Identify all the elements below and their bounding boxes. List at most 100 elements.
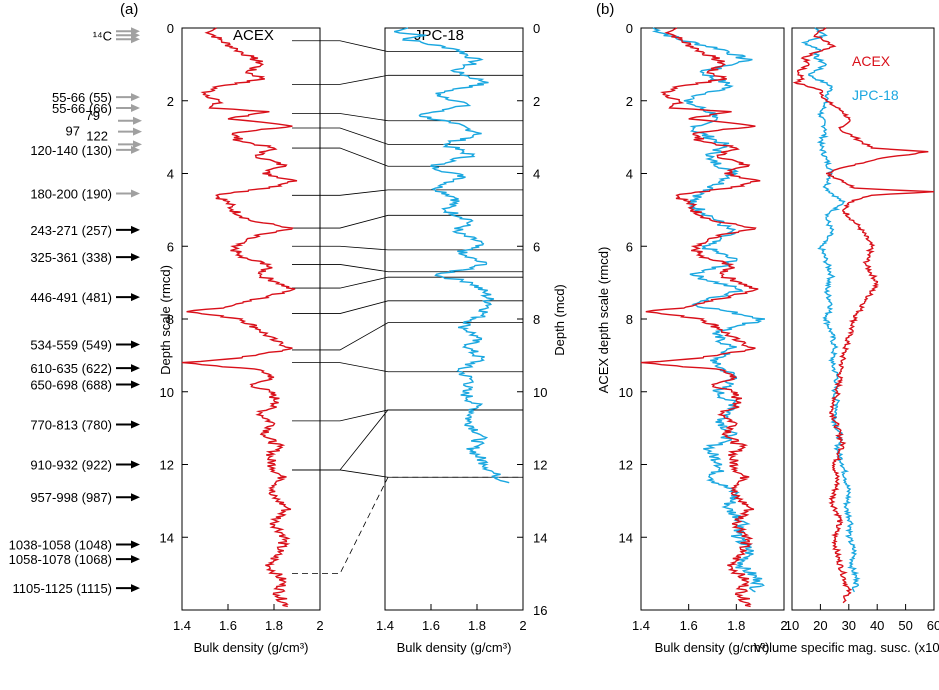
age-arrow-head: [131, 145, 140, 154]
age-arrow-label: 243-271 (257): [30, 223, 112, 238]
age-arrow-head: [133, 127, 142, 136]
age-arrow-label: 180-200 (190): [30, 187, 112, 202]
susc-b-plot-frame: [791, 27, 935, 611]
tie-line-dashed: [292, 476, 523, 575]
c14-arrow-head: [131, 27, 140, 36]
legend-acex: ACEX: [852, 53, 891, 69]
jpc18-ytick-label: 16: [533, 603, 547, 618]
acex-ytick-label: 6: [167, 239, 174, 254]
acex-ytick-label: 10: [160, 385, 174, 400]
jpc18-density-line: [394, 27, 510, 484]
age-arrow-label: 79: [86, 108, 100, 123]
age-arrow-label: 910-932 (922): [30, 458, 112, 473]
jpc18-ytick-label: 10: [533, 385, 547, 400]
tie-line: [292, 189, 523, 196]
jpc18-ytick-label: 8: [533, 312, 540, 327]
age-arrow-label: 534-559 (549): [30, 337, 112, 352]
tie-line: [292, 214, 523, 229]
age-arrow-label: 957-998 (987): [30, 490, 112, 505]
jpc18-ytick-label: 4: [533, 167, 540, 182]
jpc18-xtick-label: 1.8: [468, 618, 486, 633]
tie-line: [292, 113, 523, 122]
tie-line: [292, 276, 523, 289]
b-acex-susc-line: [792, 27, 935, 604]
tie-line: [292, 74, 523, 85]
age-arrow-head: [131, 555, 140, 564]
acex-ytick-label: 12: [160, 458, 174, 473]
age-arrow-head: [133, 116, 142, 125]
panel-label-b: (b): [596, 1, 614, 18]
age-arrow-head: [131, 225, 140, 234]
jpc18-ytick-label: 12: [533, 458, 547, 473]
age-arrow-label: 446-491 (481): [30, 290, 112, 305]
tie-line: [292, 469, 523, 478]
tie-line: [292, 147, 523, 167]
axis-ticks: 1.4 1.6 1.8 2 1.4 1.6 1.8 2 1.4 1.6 1.8 210 20 30 40 50…: [160, 21, 939, 633]
acex-ytick-label: 14: [160, 530, 174, 545]
b-density-xtick-label: 2: [780, 618, 787, 633]
b-density-ytick-label: 2: [626, 94, 633, 109]
jpc18-ytick-label: 6: [533, 239, 540, 254]
tie-line: [292, 322, 523, 351]
b-density-xtick-label: 1.6: [680, 618, 698, 633]
age-arrow-head: [131, 460, 140, 469]
age-arrow-label: 122: [86, 128, 108, 143]
b-density-xtick-label: 1.8: [727, 618, 745, 633]
b-density-ytick-label: 4: [626, 167, 633, 182]
age-arrow-head: [131, 104, 140, 113]
acex-density-line: [181, 27, 298, 608]
b-susc-xtick-label: 30: [842, 618, 856, 633]
age-arrow-label: 55-66 (66): [52, 101, 112, 116]
legend-jpc18: JPC-18: [852, 87, 899, 103]
susc-xlabel: Volume specific mag. susc. (x10⁻⁵ SI): [754, 640, 939, 655]
jpc18-ytick-label: 2: [533, 94, 540, 109]
age-arrow-head: [131, 189, 140, 198]
age-arrow-label: 55-66 (55): [52, 90, 112, 105]
b-density-xlabel: Bulk density (g/cm³): [655, 640, 770, 655]
age-arrow-head: [133, 140, 142, 149]
jpc18-xtick-label: 2: [519, 618, 526, 633]
age-arrow-head: [131, 93, 140, 102]
age-arrow-head: [131, 253, 140, 262]
age-arrow-label: 325-361 (338): [30, 250, 112, 265]
age-arrow-label: ¹⁴C: [93, 28, 112, 43]
age-arrow-head: [131, 364, 140, 373]
b-density-ytick-label: 8: [626, 312, 633, 327]
jpc18-ylabel: Depth (mcd): [552, 284, 567, 356]
tie-line: [292, 362, 523, 373]
acex-xlabel: Bulk density (g/cm³): [194, 640, 309, 655]
b-density-ytick-label: 12: [619, 458, 633, 473]
b-susc-xtick-label: 10: [785, 618, 799, 633]
age-arrow-head: [131, 340, 140, 349]
c14-arrow-head: [131, 35, 140, 44]
b-density-ytick-label: 0: [626, 21, 633, 36]
jpc18-xlabel: Bulk density (g/cm³): [397, 640, 512, 655]
acex-ytick-label: 0: [167, 21, 174, 36]
age-arrow-label: 1105-1125 (1115): [13, 581, 113, 596]
acex-ytick-label: 8: [167, 312, 174, 327]
data-traces: [181, 27, 935, 608]
acex-title: ACEX: [233, 27, 274, 44]
acex-xtick-label: 1.6: [219, 618, 237, 633]
tie-line: [292, 40, 523, 53]
acex-xtick-label: 1.8: [265, 618, 283, 633]
acex-plot-frame: [181, 27, 321, 611]
tie-line: [292, 245, 523, 251]
b-ylabel: ACEX depth scale (rmcd): [596, 247, 611, 394]
age-arrow-head: [131, 584, 140, 593]
tie-line: [292, 127, 523, 145]
age-arrow-label: 1058-1078 (1068): [9, 552, 112, 567]
age-arrow-label: 650-698 (688): [30, 377, 112, 392]
age-arrow-head: [131, 380, 140, 389]
age-arrow-head: [131, 293, 140, 302]
jpc18-xtick-label: 1.4: [376, 618, 394, 633]
tie-line: [292, 409, 523, 471]
tie-line: [292, 409, 523, 422]
acex-xtick-label: 1.4: [173, 618, 191, 633]
age-arrow-head: [131, 540, 140, 549]
jpc18-title: JPC-18: [414, 27, 464, 44]
age-arrow-label: 120-140 (130): [30, 143, 112, 158]
b-density-ytick-label: 14: [619, 530, 633, 545]
b-density-ytick-label: 10: [619, 385, 633, 400]
